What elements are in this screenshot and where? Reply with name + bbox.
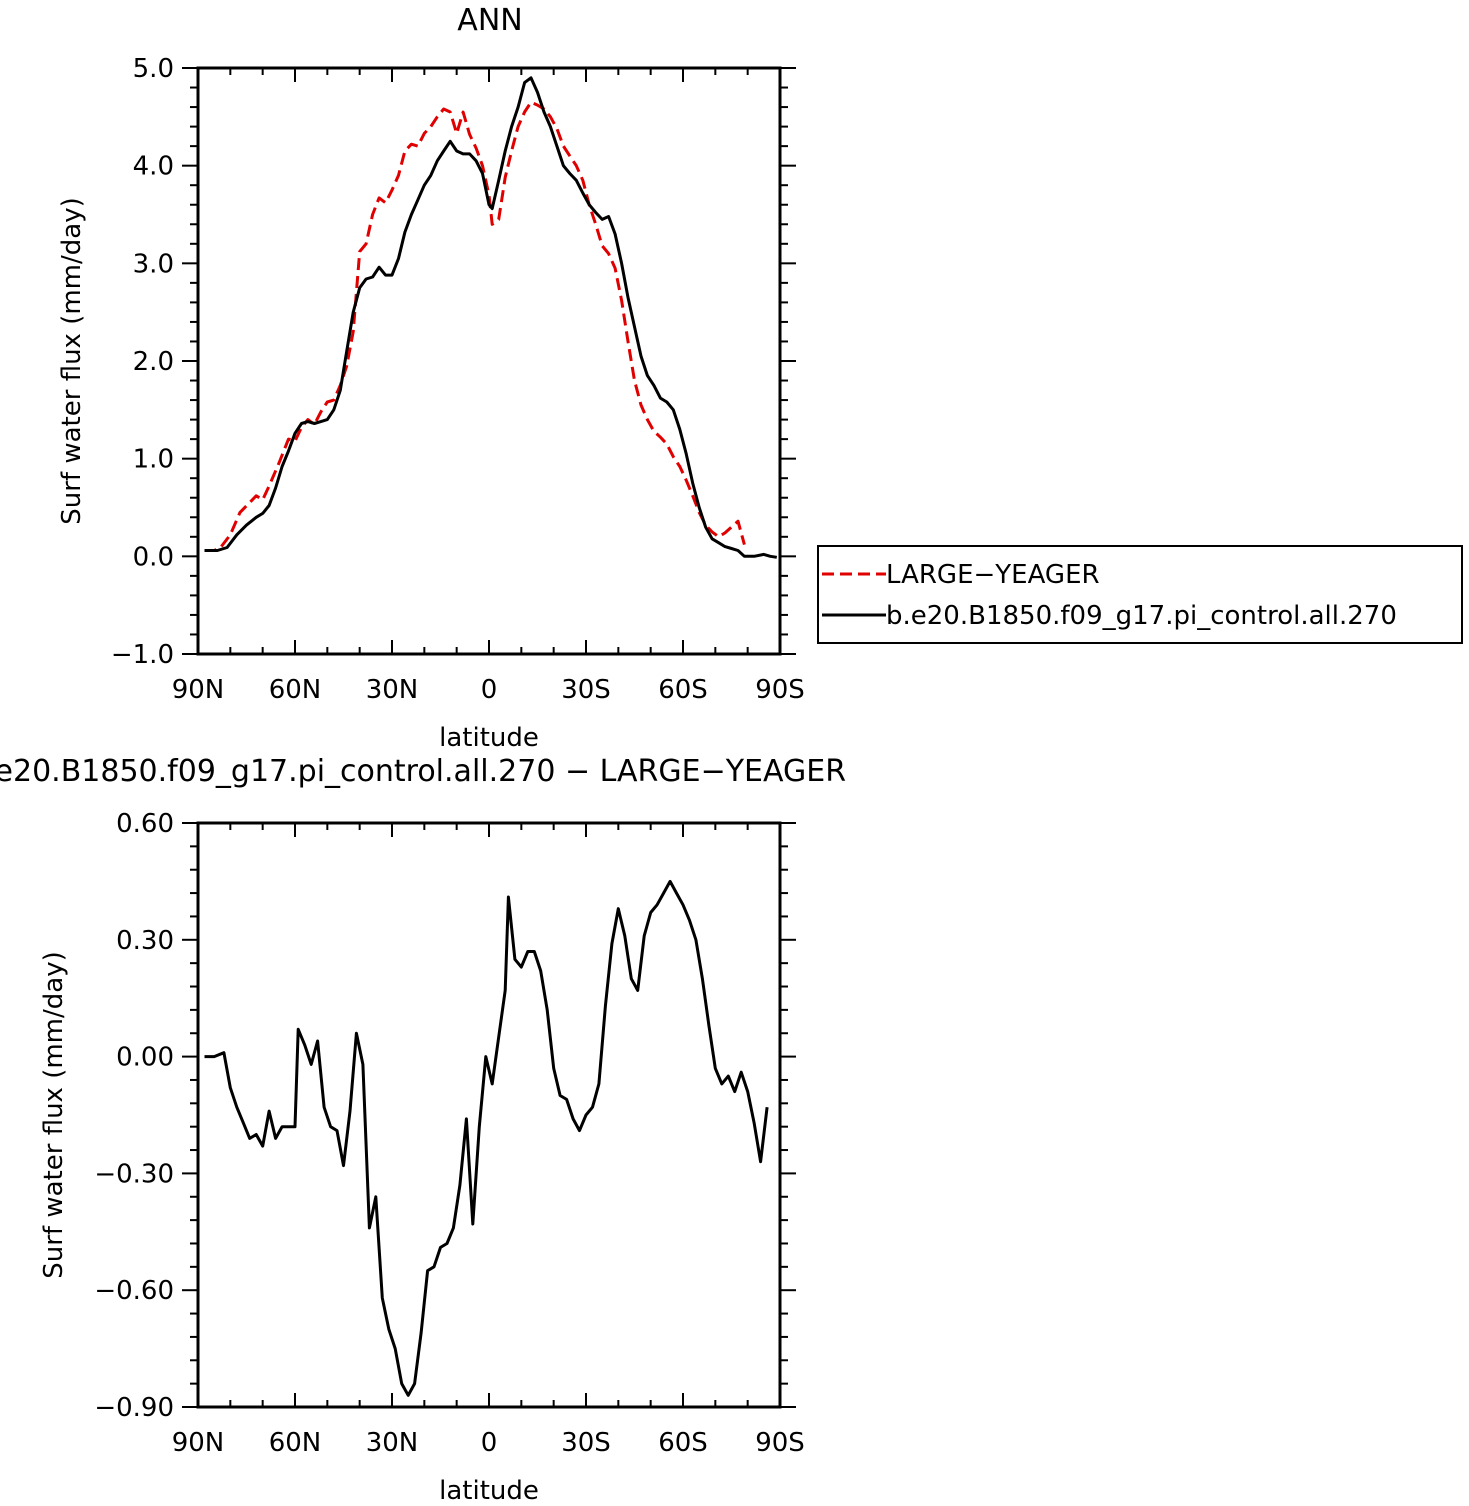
top-chart-x-axis-label: latitude	[439, 723, 539, 753]
top-chart-series	[204, 76, 778, 559]
bottom-y-tick-label: −0.60	[94, 1276, 174, 1306]
top-x-tick-label: 30N	[366, 675, 419, 705]
bottom-y-tick-label: −0.30	[94, 1159, 174, 1189]
top-y-tick-label: 1.0	[133, 445, 174, 475]
top-y-tick-label: −1.0	[111, 640, 174, 670]
bottom-chart-x-axis-label: latitude	[439, 1476, 539, 1506]
bottom-series-line-0	[204, 879, 769, 1397]
top-y-tick-label: 5.0	[133, 54, 174, 84]
bottom-x-tick-label: 90S	[755, 1428, 805, 1458]
top-chart: ANN 90N 60N 30N 0 30S 60S 90S −1.0 0.0 1.0 2.0 3.0 4…	[57, 3, 805, 753]
top-x-tick-label: 60S	[658, 675, 708, 705]
bottom-chart-series	[204, 879, 769, 1397]
top-x-tick-label: 90N	[172, 675, 225, 705]
bottom-chart-y-axis-label: Surf water flux (mm/day)	[39, 951, 69, 1278]
top-x-tick-label: 0	[481, 675, 498, 705]
bottom-chart-title: b.e20.B1850.f09_g17.pi_control.all.270 −…	[0, 754, 846, 789]
top-chart-y-axis-label: Surf water flux (mm/day)	[57, 197, 87, 524]
top-x-tick-label: 30S	[561, 675, 611, 705]
bottom-x-tick-label: 90N	[172, 1428, 225, 1458]
legend-label-large-yeager: LARGE−YEAGER	[886, 560, 1100, 590]
top-x-tick-label: 60N	[269, 675, 322, 705]
top-chart-title: ANN	[457, 3, 522, 38]
top-y-tick-label: 2.0	[133, 347, 174, 377]
top-x-tick-label: 90S	[755, 675, 805, 705]
bottom-y-tick-label: −0.90	[94, 1393, 174, 1423]
top-y-tick-label: 0.0	[133, 542, 174, 572]
top-series-line-0	[204, 100, 746, 552]
bottom-x-tick-label: 30N	[366, 1428, 419, 1458]
bottom-x-tick-label: 60S	[658, 1428, 708, 1458]
top-series-line-1	[204, 76, 778, 559]
bottom-x-tick-label: 0	[481, 1428, 498, 1458]
top-chart-legend: LARGE−YEAGER b.e20.B1850.f09_g17.pi_cont…	[817, 545, 1463, 644]
bottom-chart-frame	[196, 821, 782, 1409]
bottom-x-tick-label: 60N	[269, 1428, 322, 1458]
bottom-chart-ticks: 90N 60N 30N 0 30S 60S 90S −0.90 −0.60 −0.30 0.00 0.…	[94, 809, 804, 1458]
legend-label-pi-control: b.e20.B1850.f09_g17.pi_control.all.270	[886, 601, 1397, 631]
top-y-tick-label: 4.0	[133, 152, 174, 182]
bottom-x-tick-label: 30S	[561, 1428, 611, 1458]
bottom-y-tick-label: 0.30	[116, 926, 174, 956]
top-chart-frame	[196, 66, 782, 656]
bottom-y-tick-label: 0.60	[116, 809, 174, 839]
bottom-chart: b.e20.B1850.f09_g17.pi_control.all.270 −…	[0, 754, 846, 1506]
bottom-y-tick-label: 0.00	[116, 1043, 174, 1073]
legend-box	[817, 545, 1463, 644]
top-y-tick-label: 3.0	[133, 249, 174, 279]
